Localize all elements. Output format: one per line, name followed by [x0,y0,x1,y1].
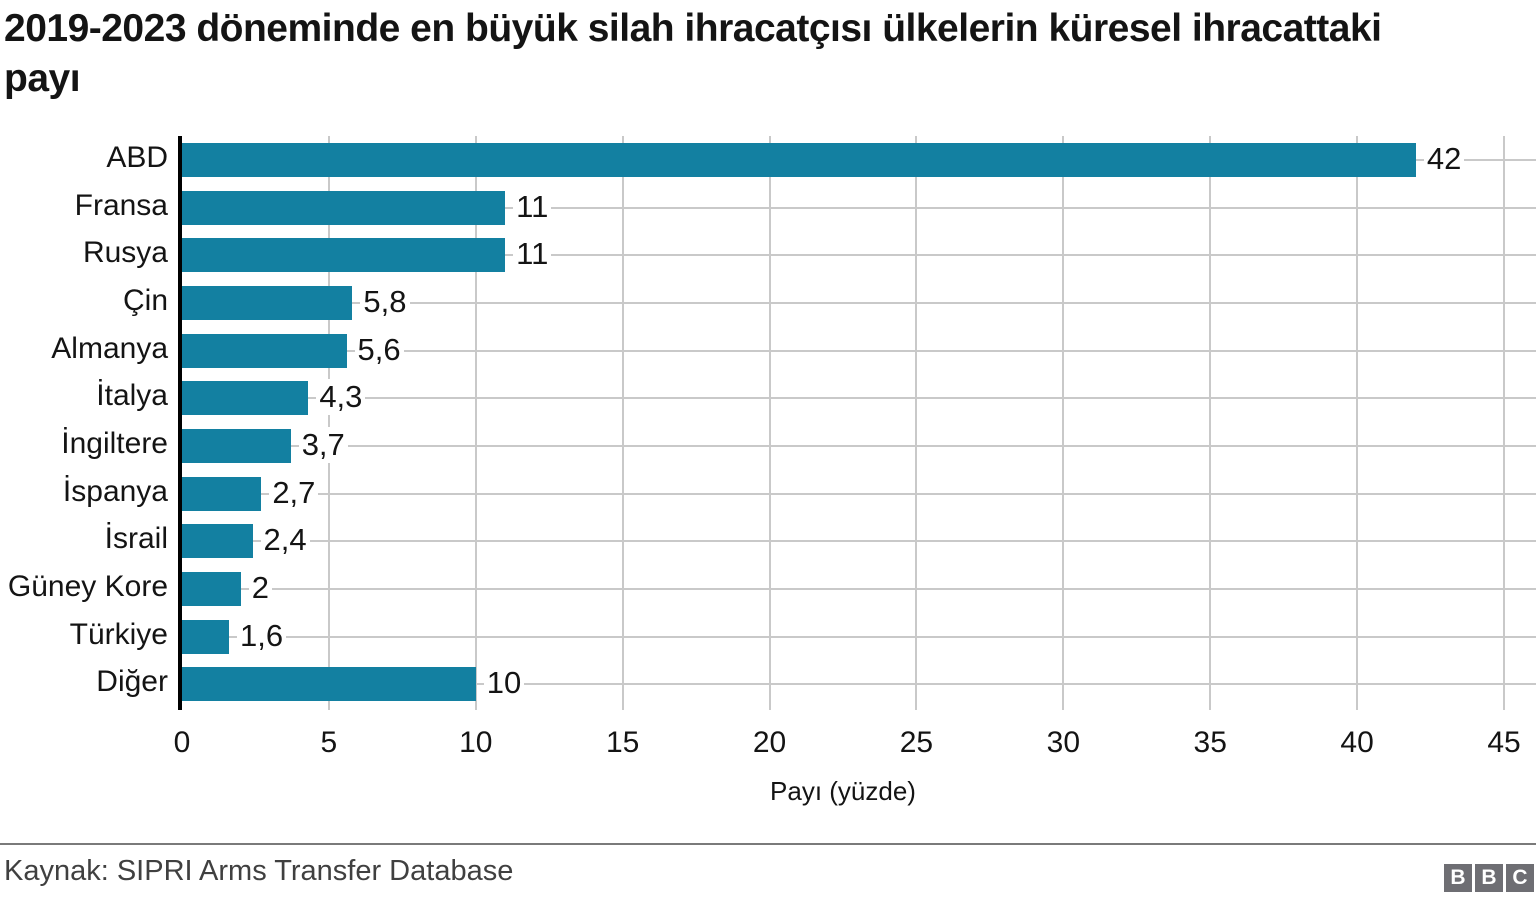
category-label: Güney Kore [7,569,168,603]
x-tick-label: 0 [173,726,191,759]
bar [182,524,253,559]
category-label: İsrail [104,522,168,556]
gridline-horizontal [182,540,1536,543]
category-label: Rusya [82,236,168,270]
gridline-horizontal [182,349,1536,352]
bar [182,333,347,368]
gridline-horizontal [182,254,1536,257]
bbc-logo-letter: B [1475,864,1503,892]
bar [182,285,353,320]
x-tick-label: 20 [752,726,787,759]
gridline-vertical [1062,136,1065,710]
value-label: 4,3 [316,379,366,416]
bar [182,476,262,511]
gridline-horizontal [182,683,1536,686]
gridline-vertical [768,136,771,710]
value-label: 11 [513,188,552,225]
value-label: 42 [1423,140,1465,177]
gridline-horizontal [182,397,1536,400]
value-label: 1,6 [237,617,287,654]
gridline-vertical [1503,136,1505,710]
x-tick-label: 10 [459,726,493,759]
gridline-horizontal [182,635,1536,638]
source-text: Kaynak: SIPRI Arms Transfer Database [4,855,514,887]
bbc-logo-letter: C [1506,864,1534,892]
x-tick-label: 45 [1487,726,1521,759]
value-label: 11 [513,236,552,273]
gridline-vertical [1209,136,1212,710]
x-tick-label: 15 [605,726,640,759]
bar [182,619,229,654]
gridline-vertical [1356,136,1359,710]
gridline-horizontal [182,492,1536,495]
category-label: Türkiye [69,617,168,651]
bar [182,667,476,702]
footer-divider [0,843,1536,845]
x-axis-label: Payı (yüzde) [770,776,916,806]
bar [182,381,309,416]
category-label: İtalya [96,379,168,413]
gridline-vertical [474,136,477,710]
category-label: Diğer [96,665,168,699]
category-label: İngiltere [61,426,168,460]
value-label: 2 [248,569,272,606]
bar [182,190,506,225]
category-label: Çin [122,283,168,317]
category-label: İspanya [62,474,168,508]
bar [182,142,1416,177]
x-tick-label: 25 [899,726,934,759]
gridline-vertical [915,136,918,710]
bar [182,428,291,463]
gridline-vertical [327,136,330,710]
bar [182,571,241,606]
x-tick-label: 35 [1193,726,1227,759]
x-tick-label: 30 [1046,726,1081,759]
gridline-horizontal [182,444,1536,447]
bbc-logo-letter: B [1444,864,1472,892]
category-label: Fransa [74,188,168,222]
gridline-vertical [621,136,624,710]
value-label: 5,8 [360,283,410,320]
gridline-horizontal [182,301,1536,304]
value-label: 2,4 [260,522,310,559]
value-label: 10 [483,665,525,702]
gridline-horizontal [182,587,1536,590]
category-label: ABD [106,140,168,174]
chart-title: 2019-2023 döneminde en büyük silah ihrac… [4,7,1382,100]
value-label: 5,6 [354,331,404,368]
x-tick-label: 40 [1340,726,1374,759]
value-label: 3,7 [298,426,348,463]
x-tick-label: 5 [320,726,338,759]
gridline-horizontal [182,206,1536,209]
bar [182,238,506,273]
y-axis-line [178,136,182,710]
category-label: Almanya [51,331,168,365]
value-label: 2,7 [269,474,319,511]
bar-chart-plot: ABD 42 Fransa 11 Rusya 11 Çin 5,8 Almanya 5,6 İtal… [7,136,1536,806]
